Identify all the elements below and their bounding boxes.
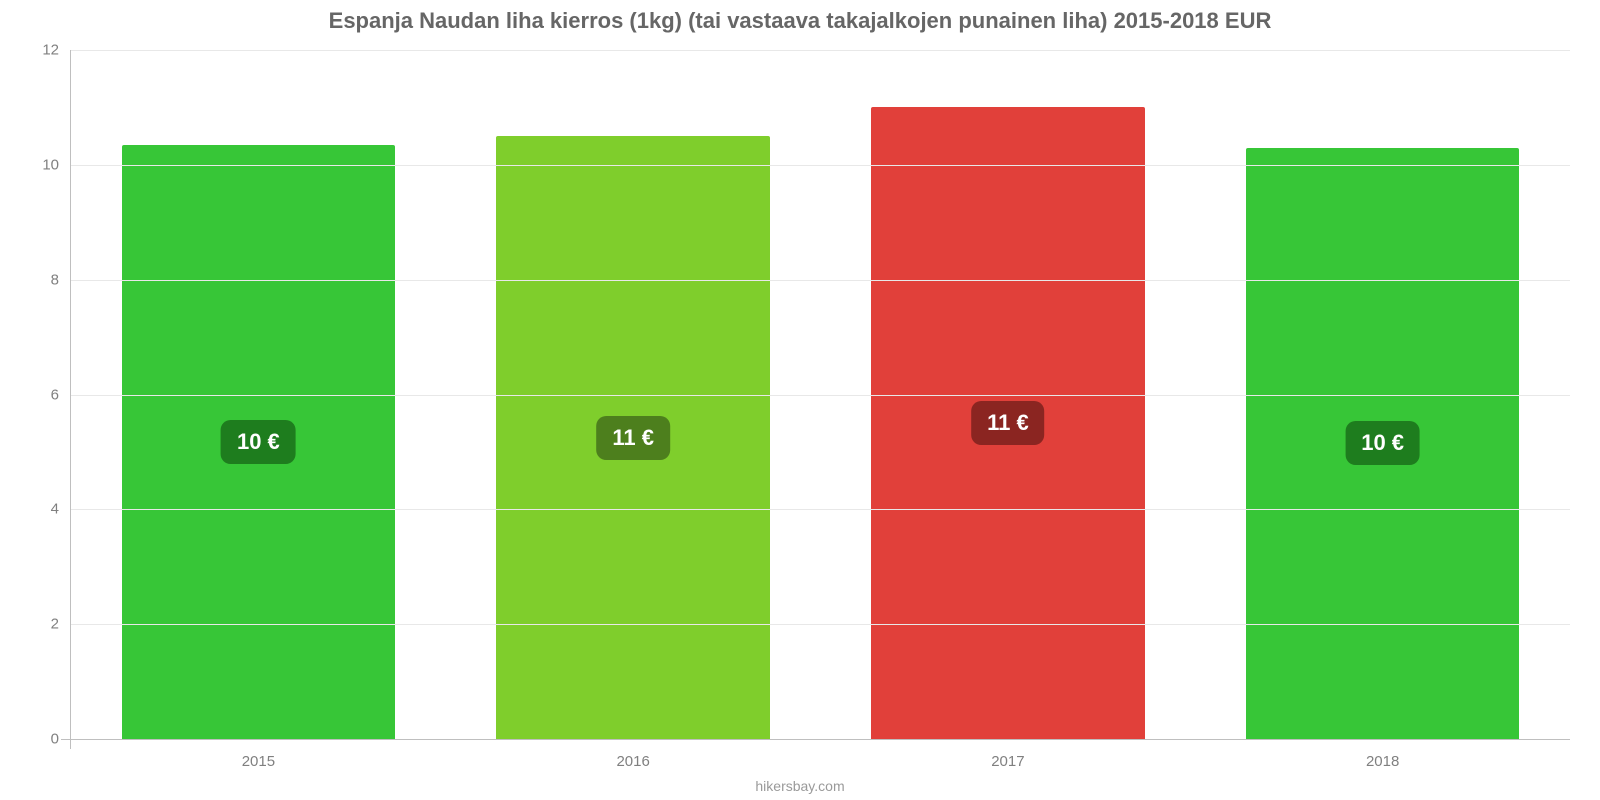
y-tick-label: 12 xyxy=(42,42,71,59)
grid-line xyxy=(71,509,1570,510)
bar: 11 € xyxy=(871,107,1145,739)
chart-title: Espanja Naudan liha kierros (1kg) (tai v… xyxy=(0,8,1600,34)
bar-value-label: 11 € xyxy=(596,416,670,460)
y-tick-label: 8 xyxy=(51,271,71,288)
x-tick-label: 2015 xyxy=(242,739,275,770)
bar: 11 € xyxy=(496,136,770,739)
bar-value-label: 11 € xyxy=(971,401,1045,445)
grid-line xyxy=(71,395,1570,396)
grid-line xyxy=(71,280,1570,281)
y-tick-label: 2 xyxy=(51,616,71,633)
grid-line xyxy=(71,50,1570,51)
y-tick-label: 10 xyxy=(42,156,71,173)
bar-value-label: 10 € xyxy=(1345,421,1420,465)
chart-footer: hikersbay.com xyxy=(0,778,1600,794)
bar: 10 € xyxy=(1246,148,1520,739)
y-tick-label: 4 xyxy=(51,501,71,518)
bar: 10 € xyxy=(122,145,396,739)
y-tick-label: 6 xyxy=(51,386,71,403)
plot-area: 10 €201511 €201611 €201710 €2018 0246810… xyxy=(70,50,1570,740)
chart-container: Espanja Naudan liha kierros (1kg) (tai v… xyxy=(0,0,1600,800)
bar-value-label: 10 € xyxy=(221,420,296,464)
y-tick-label: 0 xyxy=(51,731,71,748)
x-tick-label: 2018 xyxy=(1366,739,1399,770)
x-tick-label: 2016 xyxy=(616,739,649,770)
x-tick-label: 2017 xyxy=(991,739,1024,770)
grid-line xyxy=(71,624,1570,625)
grid-line xyxy=(71,165,1570,166)
